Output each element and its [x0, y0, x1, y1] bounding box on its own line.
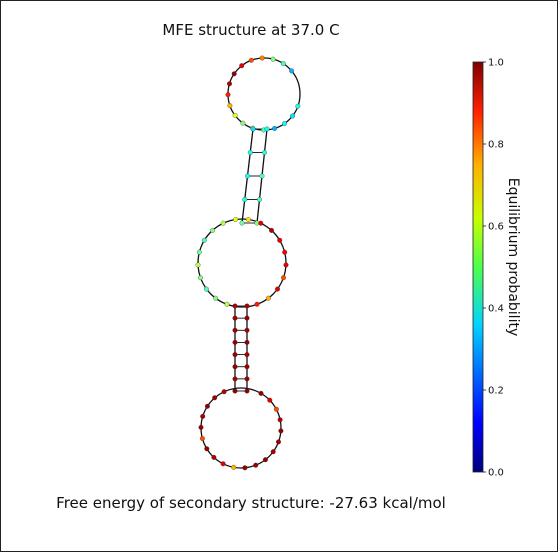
bottom-loop-nucleotide [267, 397, 273, 403]
lower-stem-nucleotide [232, 327, 238, 333]
bottom-loop-nucleotide [220, 461, 226, 467]
bottom-loop-nucleotide [204, 446, 210, 452]
colorbar-ticks: 0.0 0.2 0.4 0.6 0.8 1.0 [483, 58, 504, 479]
colorbar-tick-label: 0.2 [488, 386, 504, 397]
top-loop-nucleotide [240, 120, 246, 126]
lower-stem-nucleotide [232, 315, 238, 321]
middle-loop-nucleotide [233, 217, 239, 222]
bottom-loop-nucleotide [211, 454, 217, 460]
bottom-loop-nucleotide [198, 424, 204, 430]
bottom-loop-nucleotide [277, 417, 283, 423]
lower-stem-nucleotide [244, 352, 250, 358]
colorbar-label: Equilibrium probability [505, 177, 521, 337]
middle-loop-nucleotide [254, 301, 260, 307]
lower-stem-nucleotide [232, 339, 238, 345]
bottom-loop-nucleotide [199, 436, 205, 441]
middle-loop-nucleotide [210, 227, 215, 233]
colorbar-tick-label: 0.8 [488, 140, 504, 151]
middle-loop-nucleotide [269, 227, 274, 233]
top-loop-nucleotide [227, 81, 232, 87]
top-loop-nucleotide [248, 57, 254, 63]
upper-stem-nucleotide [259, 173, 265, 179]
top-loop-nucleotide [231, 71, 237, 77]
colorbar-tick-label: 0.0 [488, 468, 504, 479]
lower-stem-nucleotide [244, 388, 250, 394]
middle-loop-nucleotide [282, 249, 288, 255]
upper-stem-nucleotide [257, 197, 262, 202]
lower-stem-nucleotide [232, 376, 238, 382]
top-loop-nucleotide [272, 125, 278, 131]
lower-stem-nucleotide [232, 364, 238, 370]
middle-loop-nucleotide [201, 237, 207, 243]
lower-stem-nucleotide [244, 315, 250, 321]
bottom-loop-nucleotide [270, 449, 276, 455]
lower-stem-nucleotide [232, 352, 238, 358]
lower-stem-nucleotide [244, 364, 250, 370]
middle-loop-nucleotide [275, 286, 280, 292]
top-loop-nucleotide [289, 68, 295, 74]
middle-loop-nucleotide [196, 249, 202, 255]
bottom-loop-nucleotide [262, 457, 268, 463]
bottom-loop-nucleotide [231, 464, 237, 470]
free-energy-caption: Free energy of secondary structure: -27.… [56, 494, 446, 512]
colorbar-tick-label: 0.6 [488, 222, 504, 233]
bottom-loop-nucleotide [204, 403, 210, 409]
top-loop-nucleotide [227, 103, 233, 109]
top-loop-nucleotide [290, 113, 295, 119]
middle-loop-nucleotide [220, 220, 226, 226]
bottom-loop-nucleotide [258, 390, 264, 396]
middle-loop-nucleotide [213, 295, 219, 301]
top-loop-nucleotide [295, 103, 301, 109]
bottom-loop-nucleotide [278, 428, 284, 434]
lower-stem-nucleotide [244, 339, 250, 345]
top-loop-nucleotide [282, 121, 287, 127]
lower-stem-nucleotide [232, 388, 238, 394]
middle-loop-nucleotide [195, 262, 201, 268]
upper-stem-nucleotide [245, 173, 250, 179]
middle-loop-nucleotide [198, 275, 203, 281]
top-loop-nucleotide [225, 92, 231, 98]
top-loop-nucleotide [239, 63, 245, 69]
bottom-loop-nucleotide [276, 439, 281, 445]
middle-loop-nucleotide [204, 286, 209, 292]
top-loop-backbone [227, 57, 301, 131]
lower-stem-nucleotide [244, 303, 250, 309]
middle-loop-nucleotide [258, 220, 264, 226]
top-loop-nucleotide [270, 56, 276, 62]
colorbar-tick-label: 0.4 [488, 304, 504, 315]
bottom-loop-nucleotide [212, 395, 218, 401]
middle-loop-nucleotide [265, 295, 271, 301]
middle-loop-nucleotide [283, 262, 289, 268]
colorbar-tick-label: 1.0 [488, 58, 504, 69]
nucleotides [195, 55, 301, 471]
top-loop-nucleotide [232, 112, 238, 118]
figure-title: MFE structure at 37.0 C [162, 21, 340, 39]
upper-stem-nucleotide [247, 150, 253, 155]
lower-stem-nucleotide [232, 303, 238, 309]
middle-loop-nucleotide [224, 301, 230, 307]
middle-loop-nucleotide [281, 275, 286, 281]
top-loop-nucleotide [259, 55, 265, 61]
upper-stem-nucleotide [242, 197, 248, 202]
lower-stem-nucleotide [244, 376, 250, 382]
upper-stem-nucleotide [264, 126, 270, 132]
upper-stem-nucleotide [239, 220, 245, 226]
lower-stem-nucleotide [244, 327, 250, 333]
bottom-loop-nucleotide [242, 465, 248, 471]
upper-stem-nucleotide [262, 150, 267, 155]
bottom-loop-nucleotide [273, 406, 279, 412]
bottom-loop-nucleotide [221, 389, 227, 395]
top-loop-nucleotide [280, 61, 286, 67]
bottom-loop-nucleotide [200, 413, 206, 419]
colorbar [472, 61, 484, 473]
middle-loop-nucleotide [245, 217, 251, 222]
upper-stem-nucleotide [250, 126, 256, 132]
bottom-loop-nucleotide [253, 462, 259, 468]
middle-loop-nucleotide [277, 237, 283, 243]
